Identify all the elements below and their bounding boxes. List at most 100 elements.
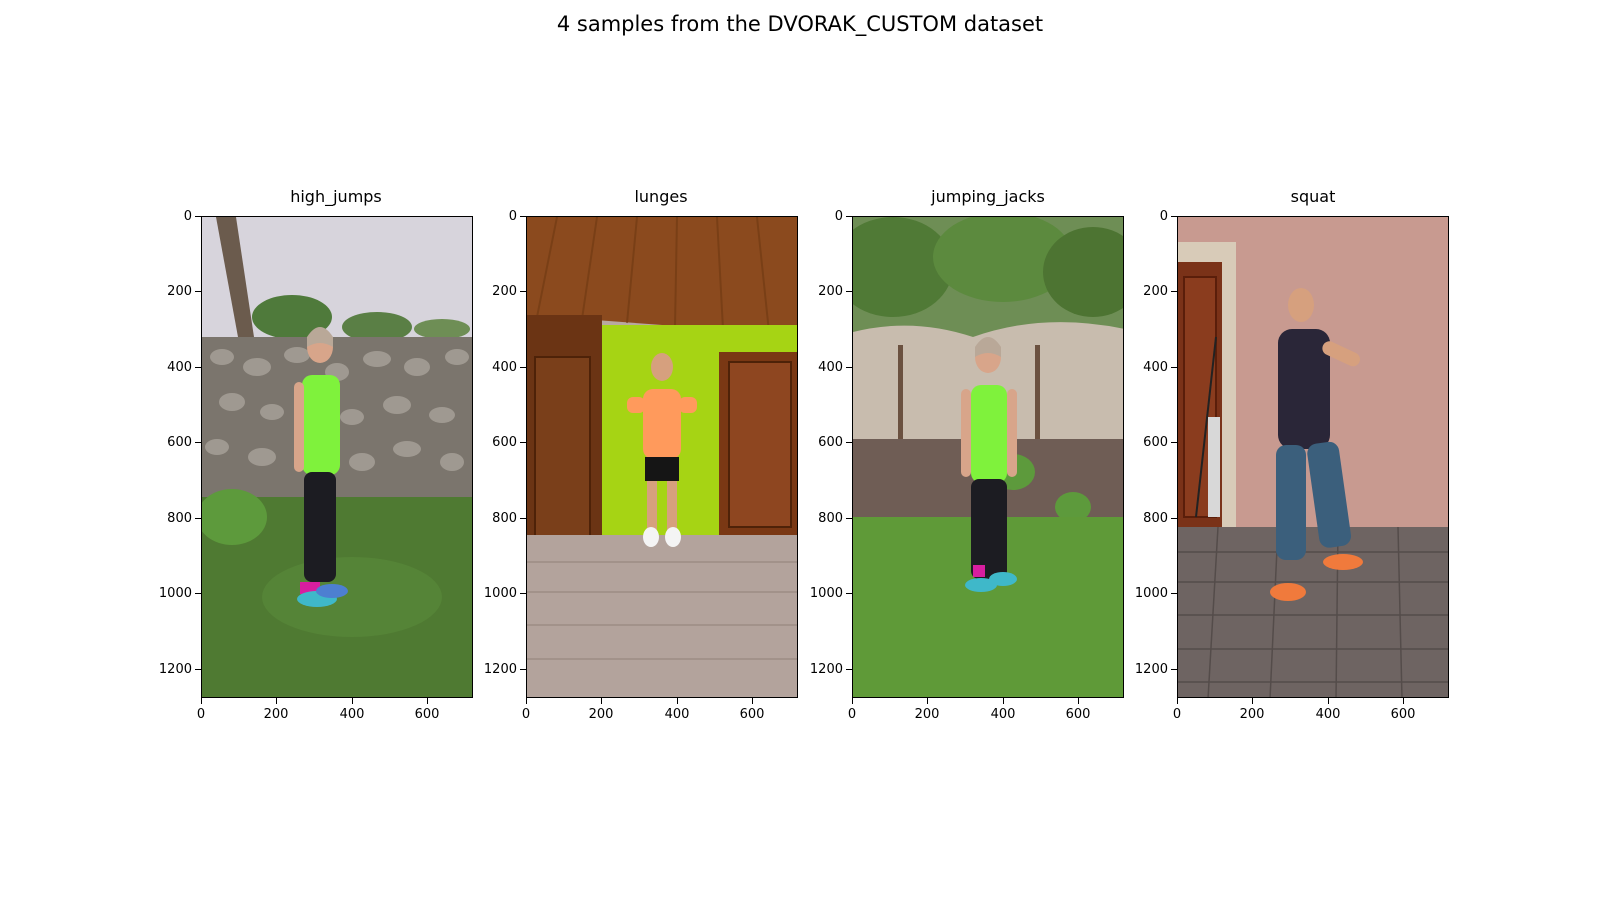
xtick-label: 400 xyxy=(990,707,1016,722)
photo-jumping-jacks xyxy=(852,216,1124,698)
xtick-mark xyxy=(352,698,353,704)
ytick-mark xyxy=(1171,593,1177,594)
ytick-mark xyxy=(520,518,526,519)
figure-title: 4 samples from the DVORAK_CUSTOM dataset xyxy=(556,12,1044,36)
xtick-label: 0 xyxy=(1172,707,1182,722)
ytick-label: 800 xyxy=(167,511,192,526)
xtick-mark xyxy=(1177,698,1178,704)
ytick-label: 400 xyxy=(1143,360,1168,375)
xtick-mark xyxy=(1003,698,1004,704)
ytick-mark xyxy=(195,367,201,368)
ytick-mark xyxy=(520,442,526,443)
xtick-mark xyxy=(1252,698,1253,704)
ytick-mark xyxy=(195,518,201,519)
panel-title: high_jumps xyxy=(290,187,382,206)
ytick-mark xyxy=(195,216,201,217)
ytick-mark xyxy=(1171,216,1177,217)
ytick-mark xyxy=(1171,367,1177,368)
ytick-label: 200 xyxy=(1143,284,1168,299)
xtick-label: 200 xyxy=(914,707,940,722)
xtick-label: 0 xyxy=(521,707,531,722)
ytick-mark xyxy=(846,442,852,443)
ytick-label: 600 xyxy=(492,435,517,450)
ytick-label: 0 xyxy=(183,209,192,224)
xtick-mark xyxy=(852,698,853,704)
ytick-mark xyxy=(1171,442,1177,443)
xtick-label: 600 xyxy=(414,707,440,722)
ytick-mark xyxy=(195,291,201,292)
ytick-label: 0 xyxy=(834,209,843,224)
xtick-label: 400 xyxy=(664,707,690,722)
ytick-label: 1000 xyxy=(158,586,192,601)
xtick-mark xyxy=(752,698,753,704)
xtick-label: 400 xyxy=(1315,707,1341,722)
ytick-mark xyxy=(520,367,526,368)
ytick-label: 1200 xyxy=(809,662,843,677)
xtick-label: 200 xyxy=(263,707,289,722)
xtick-label: 200 xyxy=(1239,707,1265,722)
xtick-mark xyxy=(276,698,277,704)
ytick-mark xyxy=(520,291,526,292)
ytick-label: 200 xyxy=(492,284,517,299)
xtick-label: 200 xyxy=(588,707,614,722)
ytick-label: 0 xyxy=(1159,209,1168,224)
ytick-mark xyxy=(846,518,852,519)
ytick-label: 1200 xyxy=(483,662,517,677)
ytick-label: 800 xyxy=(818,511,843,526)
xtick-mark xyxy=(526,698,527,704)
ytick-label: 0 xyxy=(508,209,517,224)
panel-title: jumping_jacks xyxy=(931,187,1045,206)
ytick-label: 600 xyxy=(167,435,192,450)
ytick-mark xyxy=(195,442,201,443)
photo-scene xyxy=(1178,217,1448,697)
ytick-mark xyxy=(846,593,852,594)
photo-scene xyxy=(527,217,797,697)
xtick-mark xyxy=(201,698,202,704)
ytick-label: 800 xyxy=(1143,511,1168,526)
xtick-label: 400 xyxy=(339,707,365,722)
ytick-mark xyxy=(846,669,852,670)
xtick-mark xyxy=(1078,698,1079,704)
ytick-mark xyxy=(520,216,526,217)
xtick-label: 600 xyxy=(739,707,765,722)
ytick-label: 200 xyxy=(818,284,843,299)
ytick-mark xyxy=(520,669,526,670)
ytick-label: 400 xyxy=(167,360,192,375)
ytick-label: 1000 xyxy=(1134,586,1168,601)
panel-title: squat xyxy=(1290,187,1336,206)
ytick-label: 600 xyxy=(1143,435,1168,450)
xtick-mark xyxy=(927,698,928,704)
xtick-mark xyxy=(677,698,678,704)
ytick-label: 1200 xyxy=(1134,662,1168,677)
photo-lunges xyxy=(526,216,798,698)
ytick-label: 1000 xyxy=(483,586,517,601)
panel-title: lunges xyxy=(634,187,688,206)
xtick-mark xyxy=(1403,698,1404,704)
ytick-mark xyxy=(1171,518,1177,519)
photo-high-jumps xyxy=(201,216,473,698)
xtick-label: 600 xyxy=(1065,707,1091,722)
ytick-label: 1200 xyxy=(158,662,192,677)
ytick-mark xyxy=(195,669,201,670)
ytick-mark xyxy=(520,593,526,594)
ytick-mark xyxy=(846,291,852,292)
xtick-mark xyxy=(1328,698,1329,704)
ytick-mark xyxy=(846,216,852,217)
photo-scene xyxy=(853,217,1123,697)
ytick-label: 400 xyxy=(818,360,843,375)
xtick-mark xyxy=(601,698,602,704)
xtick-label: 600 xyxy=(1390,707,1416,722)
ytick-mark xyxy=(195,593,201,594)
photo-scene xyxy=(202,217,472,697)
ytick-mark xyxy=(1171,669,1177,670)
ytick-label: 800 xyxy=(492,511,517,526)
xtick-label: 0 xyxy=(196,707,206,722)
ytick-label: 600 xyxy=(818,435,843,450)
ytick-mark xyxy=(1171,291,1177,292)
xtick-label: 0 xyxy=(847,707,857,722)
xtick-mark xyxy=(427,698,428,704)
photo-squat xyxy=(1177,216,1449,698)
ytick-label: 200 xyxy=(167,284,192,299)
ytick-label: 400 xyxy=(492,360,517,375)
ytick-label: 1000 xyxy=(809,586,843,601)
